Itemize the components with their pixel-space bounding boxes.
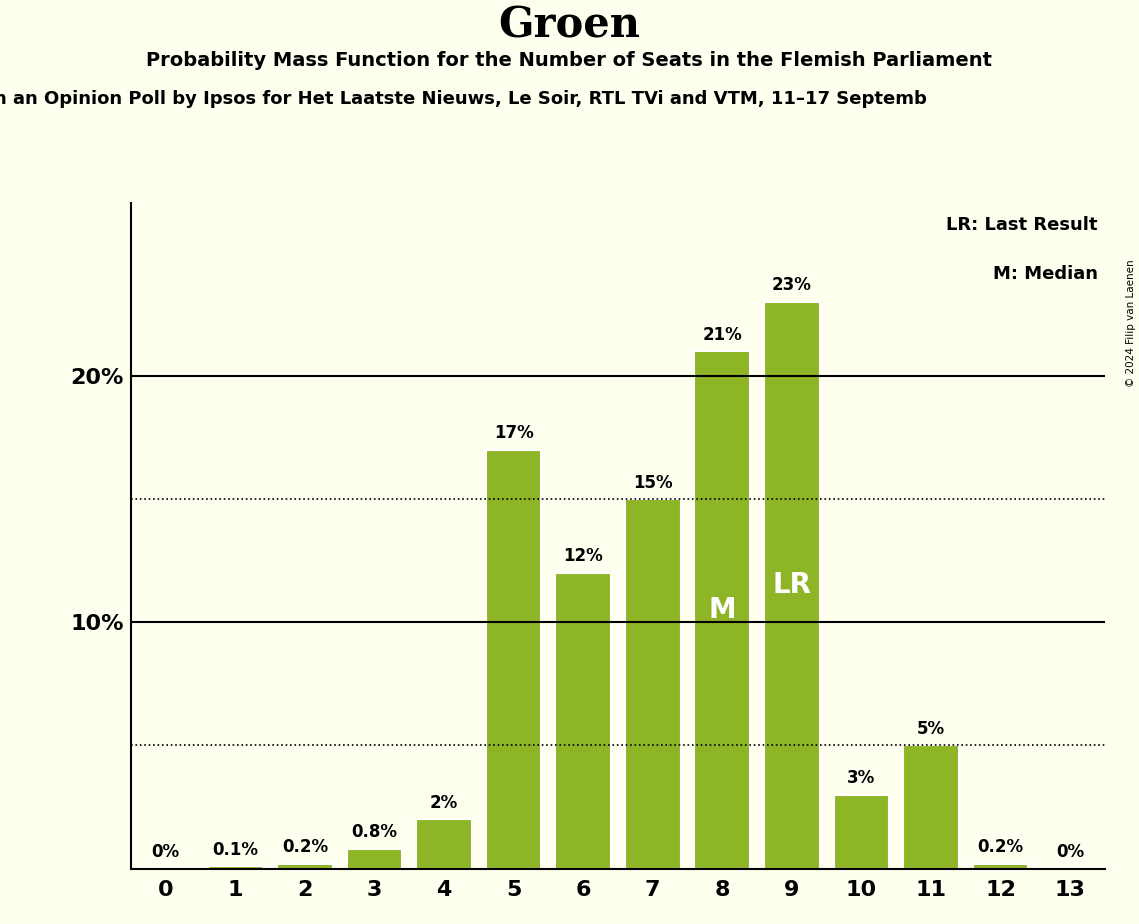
Text: LR: LR bbox=[772, 571, 811, 599]
Text: 2%: 2% bbox=[429, 794, 458, 812]
Bar bbox=[695, 351, 751, 869]
Text: 23%: 23% bbox=[772, 276, 812, 295]
Text: n an Opinion Poll by Ipsos for Het Laatste Nieuws, Le Soir, RTL TVi and VTM, 11–: n an Opinion Poll by Ipsos for Het Laats… bbox=[0, 90, 927, 107]
Bar bbox=[346, 849, 402, 869]
Text: 0.2%: 0.2% bbox=[977, 838, 1024, 857]
Bar bbox=[485, 450, 541, 869]
Text: 15%: 15% bbox=[633, 474, 672, 492]
Bar bbox=[834, 795, 890, 869]
Text: M: M bbox=[708, 596, 736, 624]
Text: 21%: 21% bbox=[703, 326, 743, 344]
Bar bbox=[207, 866, 263, 869]
Text: Groen: Groen bbox=[499, 5, 640, 46]
Bar bbox=[625, 499, 680, 869]
Text: 0.8%: 0.8% bbox=[352, 823, 398, 842]
Bar bbox=[416, 820, 472, 869]
Text: LR: Last Result: LR: Last Result bbox=[947, 215, 1098, 234]
Text: 0.1%: 0.1% bbox=[212, 841, 259, 858]
Bar bbox=[277, 864, 333, 869]
Text: 17%: 17% bbox=[493, 424, 533, 443]
Bar bbox=[973, 864, 1029, 869]
Bar bbox=[764, 302, 820, 869]
Text: 3%: 3% bbox=[847, 770, 876, 787]
Text: 0%: 0% bbox=[1056, 844, 1084, 861]
Text: © 2024 Filip van Laenen: © 2024 Filip van Laenen bbox=[1126, 260, 1136, 387]
Bar bbox=[556, 573, 611, 869]
Text: 12%: 12% bbox=[564, 548, 603, 565]
Text: 5%: 5% bbox=[917, 720, 945, 738]
Text: Probability Mass Function for the Number of Seats in the Flemish Parliament: Probability Mass Function for the Number… bbox=[147, 51, 992, 70]
Text: M: Median: M: Median bbox=[993, 265, 1098, 283]
Text: 0.2%: 0.2% bbox=[281, 838, 328, 857]
Text: 0%: 0% bbox=[151, 844, 180, 861]
Bar bbox=[903, 746, 959, 869]
